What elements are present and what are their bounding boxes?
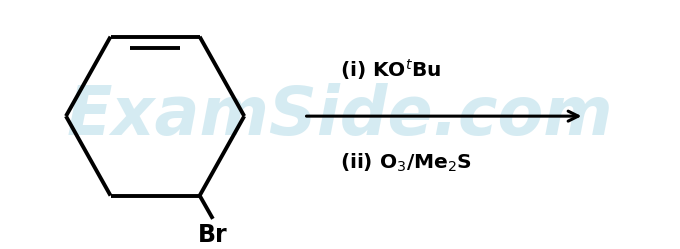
Text: (i) KO$^t$Bu: (i) KO$^t$Bu <box>340 57 441 82</box>
Text: Br: Br <box>198 223 228 248</box>
Text: (ii) O$_3$/Me$_2$S: (ii) O$_3$/Me$_2$S <box>340 151 472 174</box>
Text: ExamSide.com: ExamSide.com <box>67 83 613 149</box>
